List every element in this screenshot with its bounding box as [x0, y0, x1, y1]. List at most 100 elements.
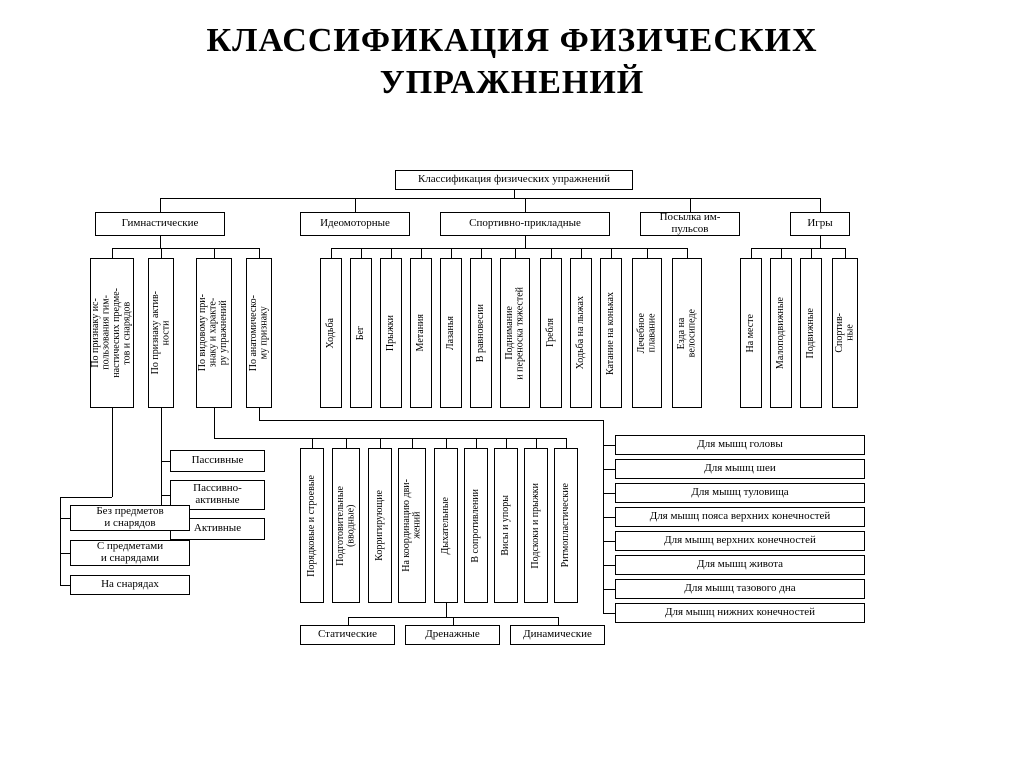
connector — [160, 236, 161, 248]
connector — [453, 617, 454, 625]
page-title-line1: КЛАССИФИКАЦИЯ ФИЗИЧЕСКИХ — [0, 22, 1024, 60]
connector — [421, 248, 422, 258]
vert1-14: Лечебное плавание — [632, 258, 662, 408]
connector — [751, 248, 845, 249]
equipment-1: С предметами и снарядами — [70, 540, 190, 566]
muscles-6: Для мышц тазового дна — [615, 579, 865, 599]
muscles-1: Для мышц шеи — [615, 459, 865, 479]
connector — [331, 248, 687, 249]
connector — [161, 408, 162, 450]
vert2-7: Подскоки и прыжки — [524, 448, 548, 603]
vert1-2: По видовому при- знаку и характе- ру упр… — [196, 258, 232, 408]
connector — [781, 248, 782, 258]
level1-3: Посылка им- пульсов — [640, 212, 740, 236]
connector — [259, 420, 603, 421]
connector — [687, 248, 688, 258]
connector — [214, 248, 215, 258]
muscles-5: Для мышц живота — [615, 555, 865, 575]
connector — [446, 438, 447, 448]
vert1-12: Ходьба на лыжах — [570, 258, 592, 408]
connector — [536, 438, 537, 448]
connector — [514, 190, 515, 198]
connector — [451, 248, 452, 258]
muscles-4: Для мышц верхних конечностей — [615, 531, 865, 551]
connector — [214, 408, 215, 438]
breathing-0: Статические — [300, 625, 395, 645]
connector — [412, 438, 413, 448]
level1-4: Игры — [790, 212, 850, 236]
page-title-line2: УПРАЖНЕНИЙ — [0, 64, 1024, 102]
connector — [566, 438, 567, 448]
connector — [160, 198, 820, 199]
connector — [558, 617, 559, 625]
connector — [751, 248, 752, 258]
connector — [611, 248, 612, 258]
vert1-13: Катание на коньках — [600, 258, 622, 408]
vert1-6: Прыжки — [380, 258, 402, 408]
connector — [161, 495, 170, 496]
connector — [160, 198, 161, 212]
vert2-3: На координацию дви- жений — [398, 448, 426, 603]
vert1-16: На месте — [740, 258, 762, 408]
vert1-19: Спортив- ные — [832, 258, 858, 408]
connector — [603, 493, 615, 494]
vert1-18: Подвижные — [800, 258, 822, 408]
vert2-5: В сопротивлении — [464, 448, 488, 603]
connector — [60, 585, 70, 586]
connector — [603, 469, 615, 470]
connector — [525, 198, 526, 212]
connector — [112, 248, 113, 258]
vert1-4: Ходьба — [320, 258, 342, 408]
activity-0: Пассивные — [170, 450, 265, 472]
vert2-6: Висы и упоры — [494, 448, 518, 603]
vert1-8: Лазанья — [440, 258, 462, 408]
equipment-2: На снарядах — [70, 575, 190, 595]
connector — [112, 248, 259, 249]
connector — [60, 518, 70, 519]
vert1-11: Гребля — [540, 258, 562, 408]
connector — [355, 198, 356, 212]
connector — [214, 438, 566, 439]
connector — [603, 517, 615, 518]
vert1-15: Езда на велосипеде — [672, 258, 702, 408]
connector — [161, 461, 170, 462]
connector — [348, 617, 349, 625]
vert2-2: Корригирующие — [368, 448, 392, 603]
connector — [161, 248, 162, 258]
connector — [506, 438, 507, 448]
vert1-1: По признаку актив- ности — [148, 258, 174, 408]
vert1-10: Поднимание и переноска тяжестей — [500, 258, 530, 408]
connector — [259, 248, 260, 258]
connector — [551, 248, 552, 258]
connector — [476, 438, 477, 448]
vert2-8: Ритмопластические — [554, 448, 578, 603]
equipment-0: Без предметов и снарядов — [70, 505, 190, 531]
breathing-2: Динамические — [510, 625, 605, 645]
connector — [481, 248, 482, 258]
connector — [845, 248, 846, 258]
connector — [515, 248, 516, 258]
vert2-0: Порядковые и строевые — [300, 448, 324, 603]
connector — [60, 553, 70, 554]
connector — [331, 248, 332, 258]
vert1-5: Бег — [350, 258, 372, 408]
connector — [603, 613, 615, 614]
connector — [690, 198, 691, 212]
connector — [60, 497, 61, 585]
connector — [603, 565, 615, 566]
connector — [647, 248, 648, 258]
connector — [820, 198, 821, 212]
muscles-7: Для мышц нижних конечностей — [615, 603, 865, 623]
connector — [446, 603, 447, 617]
connector — [603, 589, 615, 590]
level1-1: Идеомоторные — [300, 212, 410, 236]
level1-0: Гимнастические — [95, 212, 225, 236]
muscles-3: Для мышц пояса верхних конечностей — [615, 507, 865, 527]
connector — [380, 438, 381, 448]
level1-2: Спортивно-прикладные — [440, 212, 610, 236]
breathing-1: Дренажные — [405, 625, 500, 645]
vert1-3: По анатомическо- му признаку — [246, 258, 272, 408]
connector — [346, 438, 347, 448]
connector — [603, 445, 615, 446]
connector — [361, 248, 362, 258]
